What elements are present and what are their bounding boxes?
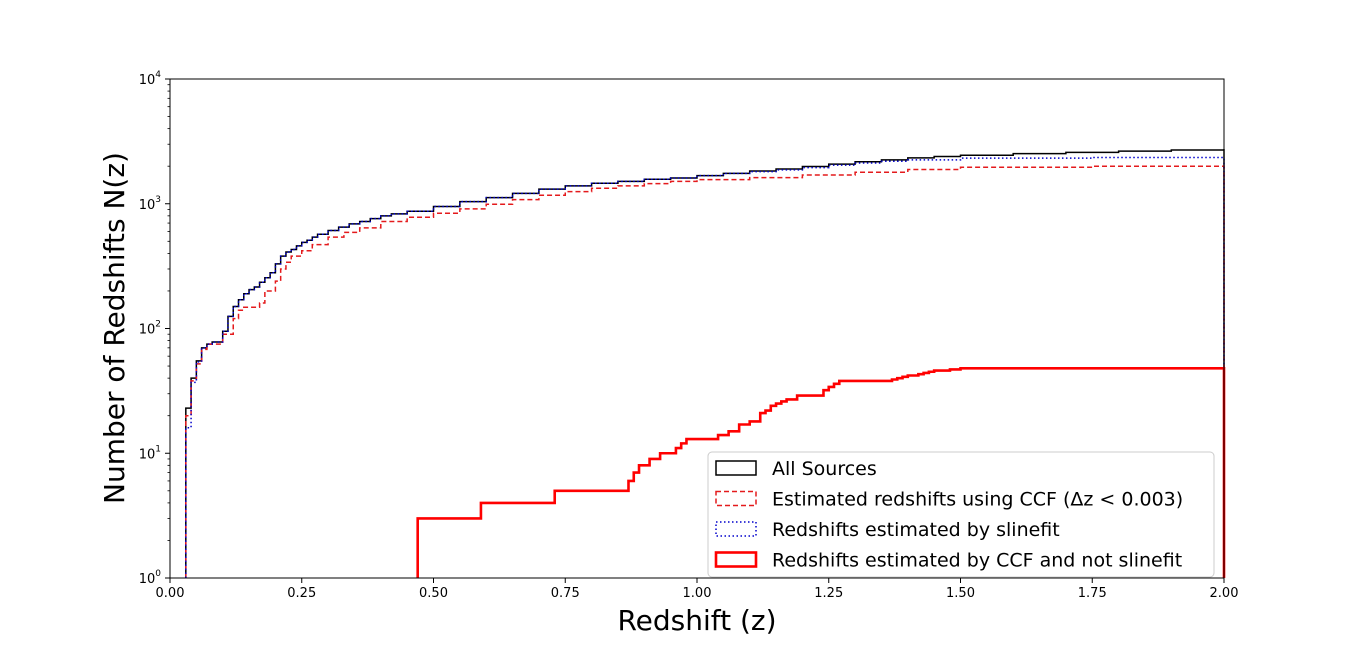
series-layer [185, 148, 1226, 578]
x-axis-title: Redshift (z) [617, 604, 776, 637]
series-2-line [185, 156, 1225, 578]
x-tick-label: 0.75 [551, 586, 580, 601]
x-tick-label: 1.00 [683, 586, 712, 601]
legend-swatch [715, 460, 757, 476]
y-tick-label: 104 [139, 70, 162, 88]
legend-label: Estimated redshifts using CCF (Δz < 0.00… [772, 489, 1183, 511]
plot-frame [169, 78, 1225, 579]
legend-label: All Sources [772, 458, 877, 480]
legend-swatch [715, 490, 757, 507]
legend: All Sources Estimated redshifts using CCF… [707, 451, 1215, 578]
x-tick-label: 0.00 [156, 586, 185, 601]
y-tick-label: 102 [139, 320, 161, 338]
legend-frame [707, 451, 1215, 578]
series-3-line [416, 366, 1226, 578]
x-tick-label: 1.50 [946, 586, 975, 601]
legend-label: Redshifts estimated by CCF and not sline… [772, 550, 1182, 572]
legend-swatch [714, 551, 758, 568]
x-axis-ticks: 0.00 0.25 0.50 0.75 1.00 1.25 1.50 1.75 2.00 [156, 578, 1239, 601]
y-tick-label: 103 [139, 195, 161, 213]
x-tick-label: 1.75 [1078, 586, 1107, 601]
y-axis-ticks: 100 101 102 103 104 [139, 70, 170, 587]
x-tick-label: 1.25 [814, 586, 843, 601]
x-tick-label: 0.25 [287, 586, 316, 601]
legend-label: Redshifts estimated by slinefit [772, 519, 1060, 541]
y-tick-label: 101 [139, 444, 161, 462]
x-tick-label: 0.50 [419, 586, 448, 601]
series-1-line [185, 165, 1225, 578]
legend-swatch [715, 521, 757, 537]
x-tick-label: 2.00 [1210, 586, 1239, 601]
y-tick-label: 100 [139, 569, 162, 587]
y-axis-title: Number of Redshifts N(z) [98, 152, 131, 504]
